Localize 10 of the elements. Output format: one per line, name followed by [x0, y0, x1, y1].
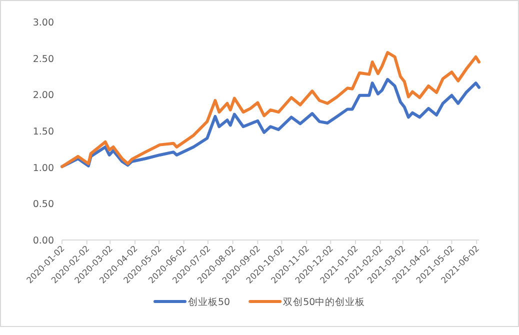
y-tick-label: 2.00	[32, 90, 54, 102]
y-tick-label: 3.00	[32, 18, 54, 28]
legend-label: 创业板50	[188, 296, 230, 308]
y-tick-label: 1.50	[32, 126, 54, 138]
y-tick-label: 1.00	[32, 162, 54, 174]
y-tick-label: 0.50	[32, 199, 54, 210]
legend-label: 双创50中的创业板	[283, 296, 366, 308]
y-tick-label: 0.00	[32, 236, 54, 246]
y-tick-label: 2.50	[32, 54, 54, 65]
line-series	[60, 51, 480, 168]
